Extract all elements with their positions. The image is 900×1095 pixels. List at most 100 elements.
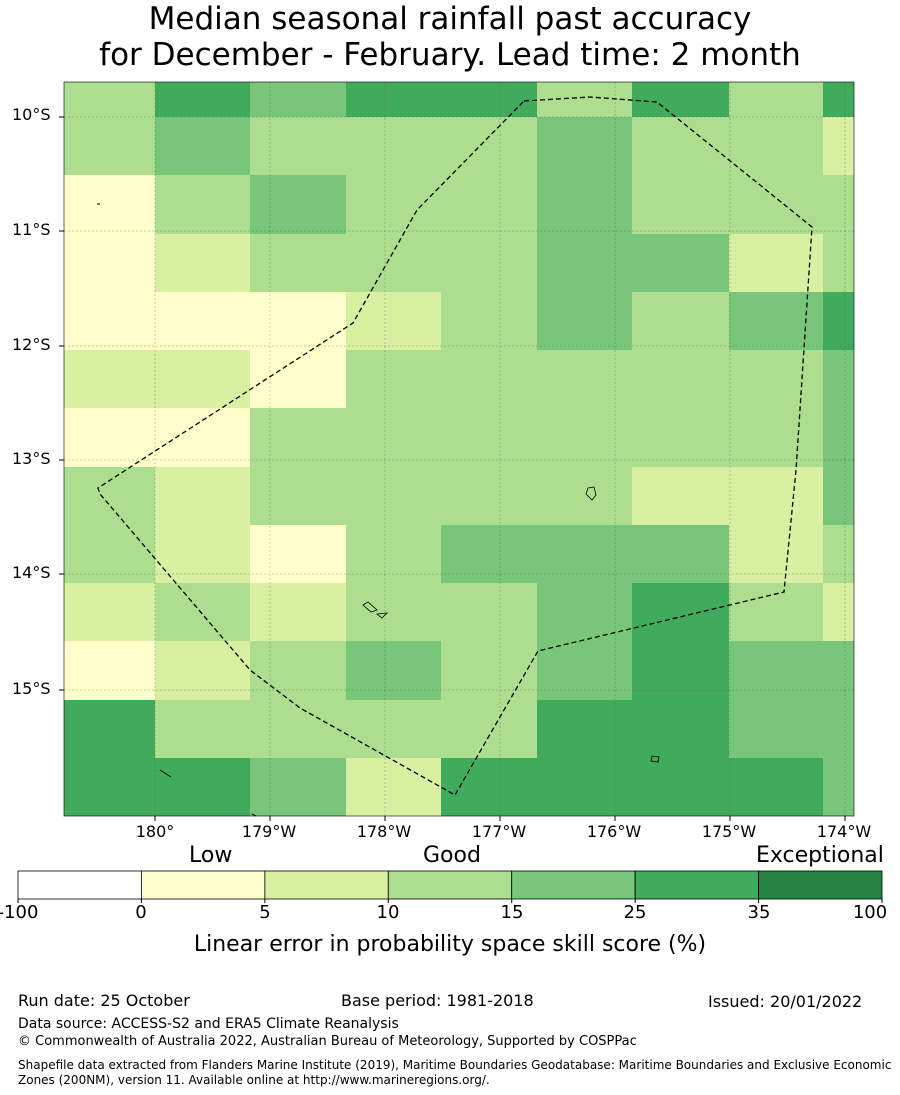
grid-cell bbox=[155, 117, 250, 175]
grid-cell bbox=[64, 408, 155, 467]
colorbar-segment bbox=[634, 870, 759, 900]
lon-label-176W: 176°W bbox=[586, 822, 642, 841]
grid-cell bbox=[441, 117, 537, 175]
grid-cell bbox=[632, 583, 729, 641]
run-date: Run date: 25 October bbox=[18, 991, 190, 1010]
island-outline bbox=[585, 486, 597, 501]
grid-cell bbox=[823, 583, 854, 641]
grid-cell bbox=[823, 350, 854, 408]
island-outline bbox=[159, 769, 172, 778]
grid-cell bbox=[250, 408, 346, 467]
grid-cell bbox=[823, 467, 854, 525]
grid-cell bbox=[823, 700, 854, 758]
grid-cell bbox=[729, 350, 823, 408]
grid-cell bbox=[537, 292, 632, 350]
grid-cell bbox=[250, 700, 346, 758]
lat-label-11S: 11°S bbox=[12, 220, 51, 239]
grid-cell bbox=[64, 641, 155, 700]
map-frame bbox=[63, 81, 855, 817]
grid-cell bbox=[250, 583, 346, 641]
colorbar bbox=[17, 870, 883, 903]
colorbar-segment bbox=[758, 870, 883, 900]
island-outline bbox=[375, 612, 389, 619]
grid-cell bbox=[729, 175, 823, 234]
grid-cell bbox=[729, 234, 823, 292]
grid-cell bbox=[64, 82, 155, 117]
grid-cell bbox=[729, 525, 823, 583]
grid-cell bbox=[64, 700, 155, 758]
lat-label-13S: 13°S bbox=[12, 449, 51, 468]
grid-cell bbox=[441, 583, 537, 641]
grid-cell bbox=[632, 350, 729, 408]
grid-cell bbox=[346, 117, 441, 175]
grid-cell bbox=[250, 641, 346, 700]
island-outline bbox=[650, 755, 660, 763]
grid-cell bbox=[155, 292, 250, 350]
grid-cell bbox=[346, 583, 441, 641]
grid-cell bbox=[823, 758, 854, 816]
grid-cell bbox=[250, 117, 346, 175]
grid-cell bbox=[537, 525, 632, 583]
grid-cell bbox=[537, 350, 632, 408]
grid-cell bbox=[64, 350, 155, 408]
grid-cell bbox=[346, 292, 441, 350]
colorbar-tick: 10 bbox=[376, 902, 400, 923]
grid-cell bbox=[346, 641, 441, 700]
colorbar-segment bbox=[511, 870, 636, 900]
grid-cell bbox=[250, 758, 346, 816]
grid-cell bbox=[729, 583, 823, 641]
data-source: Data source: ACCESS-S2 and ERA5 Climate … bbox=[18, 1016, 399, 1032]
grid-cell bbox=[441, 758, 537, 816]
colorbar-tick: 15 bbox=[500, 902, 524, 923]
colorbar-tick: 5 bbox=[259, 902, 271, 923]
grid-cell bbox=[537, 408, 632, 467]
grid-cell bbox=[537, 117, 632, 175]
grid-cell bbox=[441, 234, 537, 292]
grid-cell bbox=[823, 641, 854, 700]
grid-cell bbox=[632, 408, 729, 467]
grid-cell bbox=[823, 175, 854, 234]
grid-cell bbox=[729, 641, 823, 700]
grid-cell bbox=[346, 82, 441, 117]
grid-cell bbox=[250, 234, 346, 292]
grid-cell bbox=[155, 467, 250, 525]
grid-cell bbox=[632, 175, 729, 234]
lat-label-15S: 15°S bbox=[12, 679, 51, 698]
grid-cell bbox=[155, 525, 250, 583]
grid-cell bbox=[64, 467, 155, 525]
grid-cell bbox=[64, 234, 155, 292]
grid-cell bbox=[250, 525, 346, 583]
grid-cell bbox=[729, 700, 823, 758]
grid-cell bbox=[250, 467, 346, 525]
lat-label-12S: 12°S bbox=[12, 335, 51, 354]
grid-cell bbox=[729, 82, 823, 117]
grid-cell bbox=[729, 292, 823, 350]
grid-cell bbox=[537, 234, 632, 292]
grid-cell bbox=[632, 292, 729, 350]
base-period: Base period: 1981-2018 bbox=[341, 991, 534, 1010]
shapefile-credit-line-2: Zones (200NM), version 11. Available onl… bbox=[18, 1073, 490, 1087]
grid-cell bbox=[64, 117, 155, 175]
lon-label-179W: 179°W bbox=[241, 822, 297, 841]
grid-cell bbox=[632, 117, 729, 175]
issued-date: Issued: 20/01/2022 bbox=[708, 992, 863, 1011]
grid-cell bbox=[64, 292, 155, 350]
grid-cell bbox=[346, 175, 441, 234]
lon-label-175W: 175°W bbox=[701, 822, 757, 841]
grid-cell bbox=[346, 700, 441, 758]
grid-cell bbox=[441, 175, 537, 234]
grid-cell bbox=[823, 408, 854, 467]
colorbar-word-exceptional: Exceptional bbox=[756, 843, 884, 868]
grid-cell bbox=[155, 583, 250, 641]
grid-cell bbox=[346, 350, 441, 408]
grid-cell bbox=[346, 234, 441, 292]
grid-cell bbox=[537, 758, 632, 816]
colorbar-segment bbox=[17, 870, 142, 900]
grid-cell bbox=[632, 234, 729, 292]
colorbar-segment bbox=[264, 870, 389, 900]
grid-cell bbox=[632, 82, 729, 117]
grid-cell bbox=[155, 408, 250, 467]
island-outline bbox=[362, 601, 378, 613]
chart-title-line-1: Median seasonal rainfall past accuracy bbox=[148, 1, 752, 37]
grid-cell bbox=[64, 175, 155, 234]
